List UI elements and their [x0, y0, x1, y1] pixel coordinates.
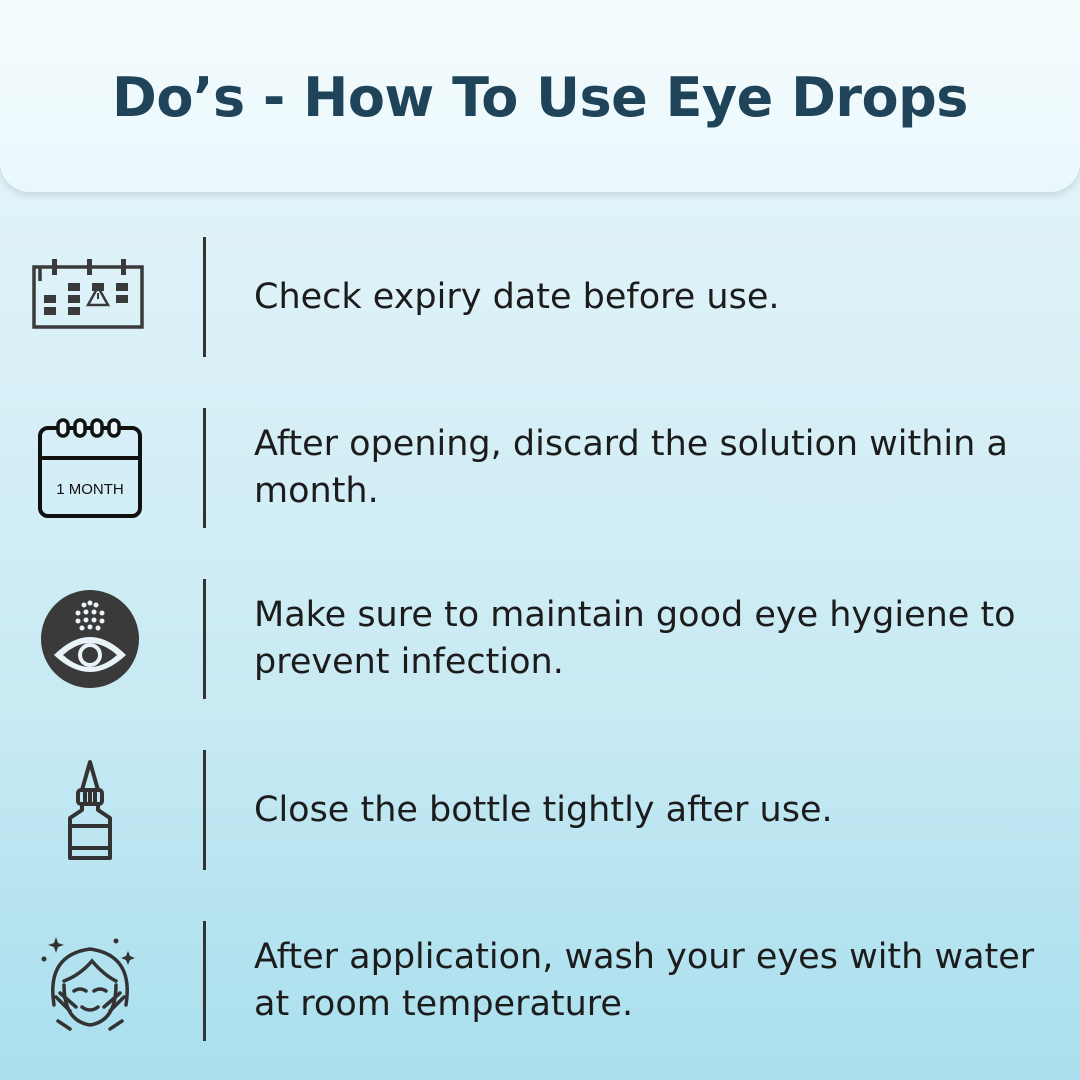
divider [203, 750, 206, 870]
eye-drops-icon [41, 590, 139, 688]
calendar-warning-icon [32, 259, 144, 329]
item-text: After application, wash your eyes with w… [254, 937, 1035, 1024]
face-wash-icon [41, 937, 135, 1031]
list-item: 1 MONTH After opening, discard the solut… [0, 408, 1080, 528]
list-item: Check expiry date before use. [0, 237, 1080, 357]
item-text: Close the bottle tightly after use. [254, 789, 833, 830]
list-item: Make sure to maintain good eye hygiene t… [0, 579, 1080, 699]
divider [203, 408, 206, 528]
list-item: Close the bottle tightly after use. [0, 750, 1080, 870]
list-item: After application, wash your eyes with w… [0, 921, 1080, 1041]
header-banner: Do’s - How To Use Eye Drops [0, 0, 1080, 192]
calendar-month-icon: 1 MONTH [38, 418, 142, 518]
page-title: Do’s - How To Use Eye Drops [112, 66, 968, 129]
icon-label: 1 MONTH [56, 481, 124, 498]
item-text: Check expiry date before use. [254, 276, 780, 317]
divider [203, 237, 206, 357]
item-text: Make sure to maintain good eye hygiene t… [254, 595, 1016, 682]
dropper-bottle-icon [68, 760, 112, 860]
divider [203, 921, 206, 1041]
divider [203, 579, 206, 699]
item-text: After opening, discard the solution with… [254, 424, 1008, 511]
